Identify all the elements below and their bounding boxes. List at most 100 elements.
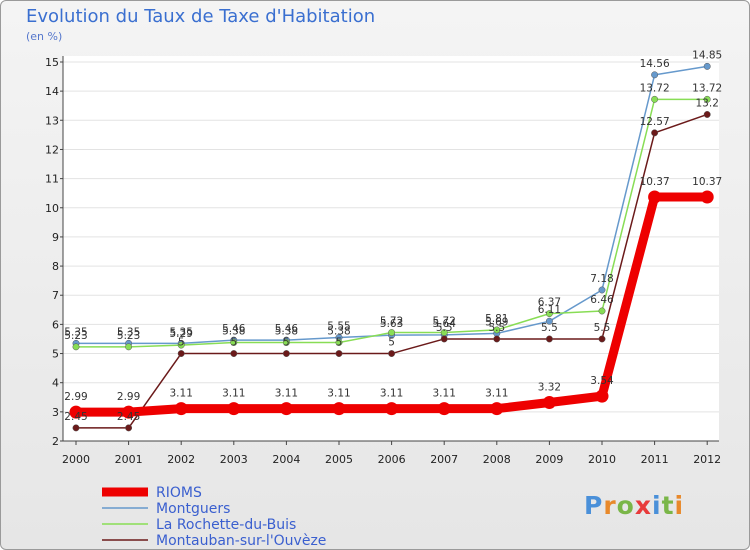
data-label: 6.11 <box>538 304 561 316</box>
data-point <box>490 402 504 416</box>
y-tick-label: 8 <box>52 260 59 273</box>
legend-label: Montguers <box>156 501 230 517</box>
data-label: 5.55 <box>327 321 350 333</box>
data-point <box>177 341 185 349</box>
x-tick-label: 2002 <box>167 453 195 466</box>
data-point <box>125 343 133 351</box>
y-tick-label: 13 <box>45 114 59 127</box>
x-tick-label: 2011 <box>641 453 669 466</box>
y-tick-label: 12 <box>45 143 59 156</box>
data-point <box>651 95 659 103</box>
y-tick-label: 15 <box>45 56 59 69</box>
y-tick-label: 5 <box>52 348 59 361</box>
data-point <box>72 343 80 351</box>
data-label: 14.56 <box>640 58 670 70</box>
data-point <box>279 402 293 416</box>
x-tick-label: 2012 <box>693 453 721 466</box>
data-label: 3.11 <box>380 388 403 400</box>
y-tick-label: 6 <box>52 318 59 331</box>
data-point <box>122 405 136 419</box>
logo-letter: i <box>674 491 685 520</box>
data-point <box>440 335 448 343</box>
data-label: 2.99 <box>117 391 140 403</box>
data-point <box>542 396 556 410</box>
data-label: 5.63 <box>380 318 403 330</box>
data-label: 5 <box>230 337 237 349</box>
data-point <box>545 317 553 325</box>
data-label: 3.11 <box>485 388 508 400</box>
data-label: 5 <box>283 337 290 349</box>
legend-label: La Rochette-du-Buis <box>156 517 296 533</box>
data-point <box>388 329 396 336</box>
logo-letter: r <box>603 491 617 520</box>
data-label: 3.32 <box>538 382 561 394</box>
legend-label: RIOMS <box>156 485 202 501</box>
logo-letter: t <box>661 491 675 520</box>
data-point <box>230 350 238 357</box>
x-tick-label: 2001 <box>115 453 143 466</box>
data-label: 6.46 <box>590 294 614 306</box>
data-point <box>335 350 343 357</box>
chart-title: Evolution du Taux de Taxe d'Habitation <box>26 6 376 27</box>
data-point <box>227 402 241 416</box>
x-tick-label: 2007 <box>430 453 458 466</box>
y-tick-label: 11 <box>45 173 59 186</box>
logo-letter: P <box>584 491 604 520</box>
data-label: 5 <box>388 337 395 349</box>
data-label: 5.46 <box>275 323 299 335</box>
data-label: 5.5 <box>541 322 558 334</box>
x-tick-label: 2004 <box>272 453 300 466</box>
data-label: 3.11 <box>222 388 245 400</box>
y-tick-label: 4 <box>52 377 59 390</box>
y-tick-label: 2 <box>52 435 59 448</box>
data-label: 10.37 <box>692 176 722 188</box>
data-point <box>125 424 133 432</box>
data-label: 12.57 <box>640 116 670 128</box>
data-label: 3.54 <box>590 375 614 387</box>
data-label: 3.11 <box>433 388 456 400</box>
data-label: 2.45 <box>64 411 87 423</box>
data-point <box>703 111 711 118</box>
data-label: 2.45 <box>117 411 140 423</box>
data-point <box>493 326 501 334</box>
data-label: 6.37 <box>538 297 561 309</box>
data-point <box>174 402 188 416</box>
data-label: 5.29 <box>170 328 193 340</box>
logo-letter: x <box>634 491 652 520</box>
data-point <box>651 71 659 79</box>
data-label: 14.85 <box>692 49 722 61</box>
data-point <box>335 339 343 346</box>
data-label: 5.46 <box>222 323 246 335</box>
data-point <box>177 350 185 357</box>
y-tick-label: 7 <box>52 289 59 302</box>
data-label: 5.35 <box>170 326 193 338</box>
data-label: 5.35 <box>64 326 87 338</box>
data-label: 5 <box>178 337 185 349</box>
y-tick-label: 3 <box>52 406 59 419</box>
data-point <box>282 339 290 346</box>
data-point <box>651 129 659 137</box>
data-point <box>230 339 238 346</box>
data-label: 13.2 <box>696 97 719 109</box>
proxiti-logo: Proxiti <box>584 491 684 520</box>
y-axis-unit: (en %) <box>26 30 63 43</box>
data-point <box>598 335 606 343</box>
data-point <box>437 402 451 416</box>
data-point <box>700 190 714 204</box>
x-tick-label: 2006 <box>378 453 406 466</box>
data-label: 5.38 <box>327 325 350 337</box>
data-label: 5.72 <box>433 316 456 328</box>
data-label: 5.5 <box>436 322 453 334</box>
y-tick-label: 10 <box>45 202 59 215</box>
legend-label: Montauban-sur-l'Ouvèze <box>156 533 326 549</box>
x-tick-label: 2010 <box>588 453 616 466</box>
data-point <box>703 95 711 103</box>
data-label: 3.11 <box>327 388 350 400</box>
data-label: 13.72 <box>640 82 670 94</box>
data-point <box>595 389 609 403</box>
data-label: 5.5 <box>594 322 611 334</box>
data-point <box>545 310 553 318</box>
x-tick-label: 2000 <box>62 453 90 466</box>
data-label: 5.64 <box>433 318 457 330</box>
